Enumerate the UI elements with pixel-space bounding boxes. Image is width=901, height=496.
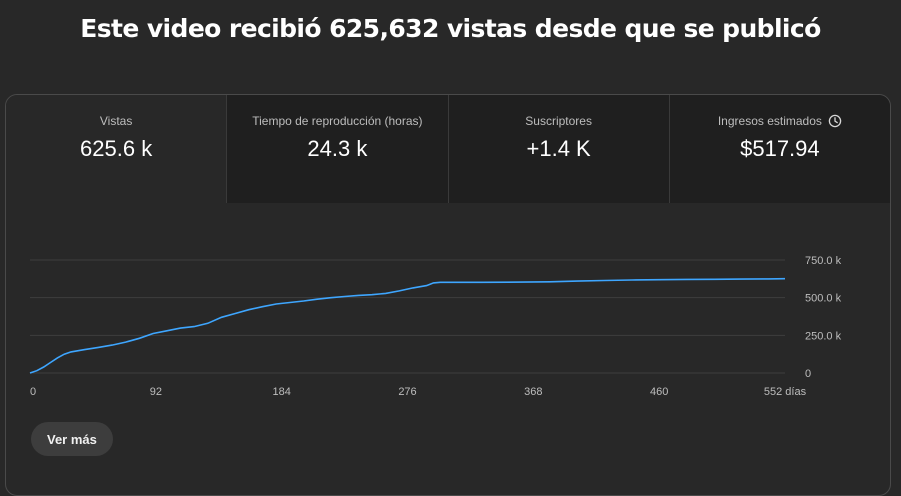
tab-views-value: 625.6 k — [80, 136, 153, 161]
tab-subscribers-label-text: Suscriptores — [525, 114, 592, 128]
y-tick-label: 0 — [805, 368, 811, 380]
views-series-line — [29, 277, 786, 374]
tab-revenue-label-text: Ingresos estimados — [717, 114, 822, 128]
see-more-button[interactable]: Ver más — [31, 422, 113, 456]
tab-views-label: Vistas — [100, 114, 132, 128]
x-tick-label: 276 — [398, 386, 416, 398]
analytics-card: Vistas 625.6 k Tiempo de reproducción (h… — [5, 94, 891, 496]
x-tick-label: 552 días — [764, 386, 807, 398]
tab-watch-time[interactable]: Tiempo de reproducción (horas) 24.3 k — [226, 95, 448, 203]
tab-revenue-value: $517.94 — [740, 136, 820, 161]
page-headline: Este video recibió 625,632 vistas desde … — [80, 14, 821, 43]
tab-watch-time-label-text: Tiempo de reproducción (horas) — [252, 114, 423, 128]
x-tick-label: 184 — [272, 386, 290, 398]
y-tick-label: 750.0 k — [805, 255, 842, 267]
tab-watch-time-label: Tiempo de reproducción (horas) — [252, 114, 422, 128]
tab-subscribers[interactable]: Suscriptores +1.4 K — [447, 95, 669, 203]
x-tick-label: 368 — [524, 386, 542, 398]
x-tick-label: 92 — [150, 386, 162, 398]
y-tick-label: 500.0 k — [805, 293, 842, 305]
tab-views-label-text: Vistas — [99, 114, 133, 128]
y-tick-label: 250.0 k — [805, 330, 842, 342]
clock-icon — [828, 114, 842, 128]
tab-revenue-label: Ingresos estimados — [718, 114, 842, 128]
tab-views[interactable]: Vistas 625.6 k — [6, 95, 227, 203]
tab-revenue[interactable]: Ingresos estimados $517.94 — [668, 95, 890, 203]
tab-subscribers-value: +1.4 K — [526, 136, 591, 161]
views-chart: 0 250.0 k 500.0 k 750.0 k 0 92 184 276 368 460 552… — [29, 255, 842, 398]
tab-watch-time-value: 24.3 k — [307, 136, 368, 161]
x-tick-label: 460 — [650, 386, 668, 398]
tab-subscribers-label: Suscriptores — [525, 114, 592, 128]
metric-tabs: Vistas 625.6 k Tiempo de reproducción (h… — [6, 95, 890, 203]
x-tick-label: 0 — [30, 386, 36, 398]
